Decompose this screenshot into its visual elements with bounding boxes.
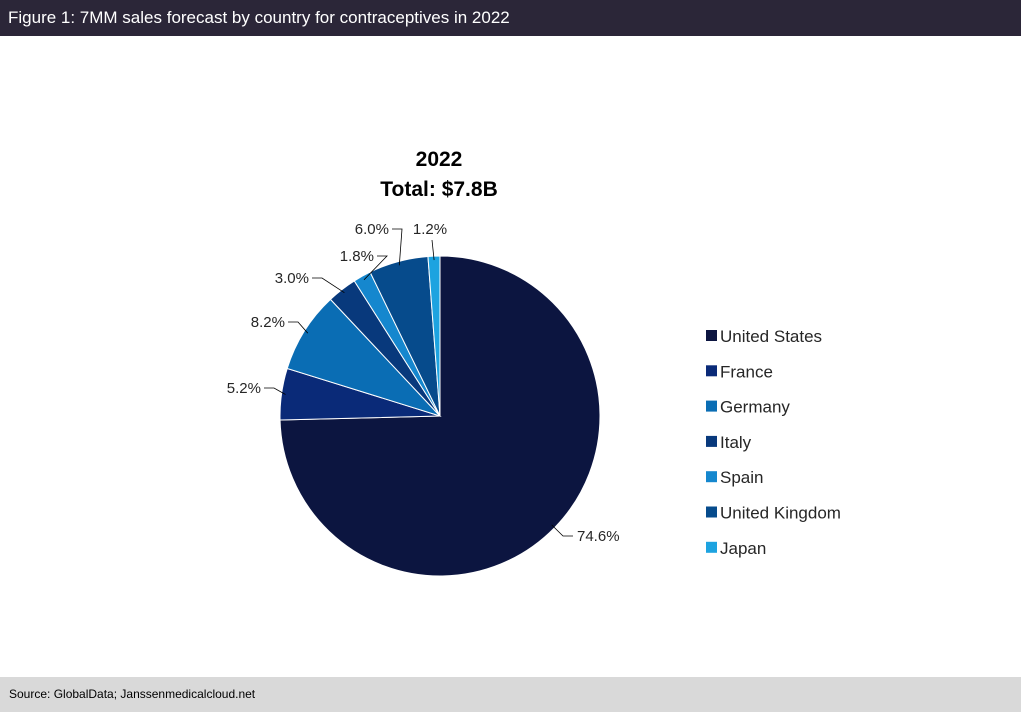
data-label-france: 5.2% — [227, 380, 261, 397]
leader-line-spain — [363, 255, 388, 281]
figure-title: Figure 1: 7MM sales forecast by country … — [0, 0, 1021, 36]
legend-swatch-france — [706, 365, 717, 377]
legend-swatch-spain — [706, 471, 717, 483]
leader-line-united-states — [551, 524, 573, 537]
legend-label-italy: Italy — [720, 433, 752, 452]
leader-line-germany — [288, 321, 309, 334]
legend-label-france: France — [720, 362, 773, 381]
leader-line-france — [264, 387, 286, 395]
legend-label-germany: Germany — [720, 398, 790, 417]
legend-label-japan: Japan — [720, 539, 766, 558]
figure-source: Source: GlobalData; Janssenmedicalcloud.… — [0, 677, 1021, 712]
legend-swatch-united-states — [706, 330, 717, 341]
legend-label-united-states: United States — [720, 327, 822, 346]
legend-label-united-kingdom: United Kingdom — [720, 504, 841, 523]
legend-label-spain: Spain — [720, 468, 763, 487]
data-label-italy: 3.0% — [275, 270, 309, 287]
chart-title-total: Total: $7.8B — [380, 178, 497, 201]
data-label-germany: 8.2% — [251, 314, 285, 331]
data-label-spain: 1.8% — [340, 248, 374, 265]
data-label-united-states: 74.6% — [577, 528, 620, 545]
chart-title-year: 2022 — [416, 148, 463, 171]
data-label-japan: 1.2% — [413, 221, 447, 238]
data-label-united-kingdom: 6.0% — [355, 221, 389, 238]
legend-swatch-germany — [706, 400, 717, 412]
leader-line-italy — [312, 277, 345, 294]
legend-swatch-italy — [706, 435, 717, 447]
leader-line-japan — [431, 239, 435, 261]
legend-swatch-japan — [706, 541, 717, 553]
legend-swatch-united-kingdom — [706, 506, 717, 518]
leader-line-united-kingdom — [392, 228, 403, 266]
pie-chart: 2022 Total: $7.8B 74.6% 5.2% 8.2% 3.0% 1.8% 6… — [227, 148, 841, 577]
